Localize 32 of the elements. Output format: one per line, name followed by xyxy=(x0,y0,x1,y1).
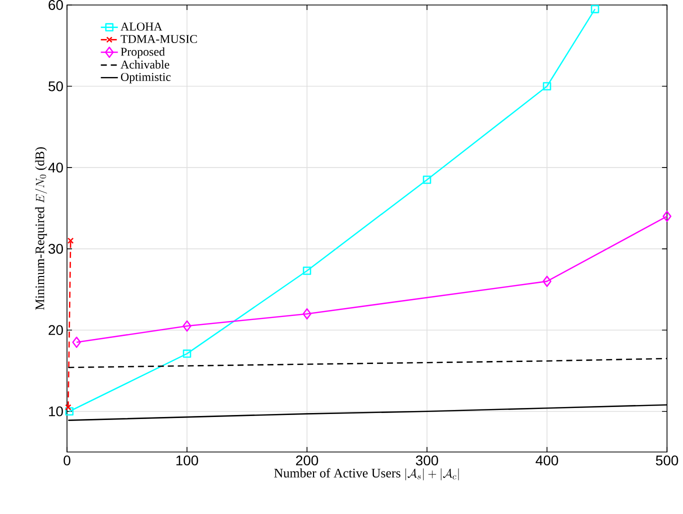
x-axis-title: $\mbox{Number of Active Users } |\mathcal{A}_s|+|\mathcal{A}_c|$ xyxy=(274,468,459,480)
x-tick-label: 400 xyxy=(536,456,558,466)
legend-label: Proposed xyxy=(120,47,165,58)
legend-label: ALOHA xyxy=(120,22,162,31)
point xyxy=(65,404,72,410)
point xyxy=(72,336,81,348)
y-axis-title: $\mbox{Minimum-Required } E/N_0 \mbox{ (dB)}$ xyxy=(35,147,48,310)
y-tick-label: 20 xyxy=(48,325,63,336)
x-tick-label: 0 xyxy=(64,456,70,466)
point xyxy=(182,350,192,358)
x-tick-label: 300 xyxy=(416,456,438,466)
point xyxy=(302,308,312,320)
legend-label: Achivable xyxy=(120,60,170,69)
y-tick-label: 60 xyxy=(48,0,63,10)
legend-label: Optimistic xyxy=(120,72,171,84)
x-tick-label: 500 xyxy=(656,456,678,466)
point xyxy=(182,320,192,332)
point xyxy=(65,407,74,416)
point xyxy=(542,82,552,90)
point xyxy=(662,210,672,222)
point xyxy=(590,4,600,14)
y-tick-label: 10 xyxy=(49,406,63,416)
y-tick-label: 50 xyxy=(48,81,63,92)
point xyxy=(302,266,312,275)
y-tick-label: 40 xyxy=(48,162,63,172)
point xyxy=(422,176,432,184)
point xyxy=(67,238,74,244)
x-tick-label: 100 xyxy=(176,456,198,466)
point xyxy=(542,276,552,287)
legend-label: TDMA-MUSIC xyxy=(120,34,197,44)
y-tick-label: 30 xyxy=(48,244,63,254)
x-tick-label: 200 xyxy=(296,456,318,466)
